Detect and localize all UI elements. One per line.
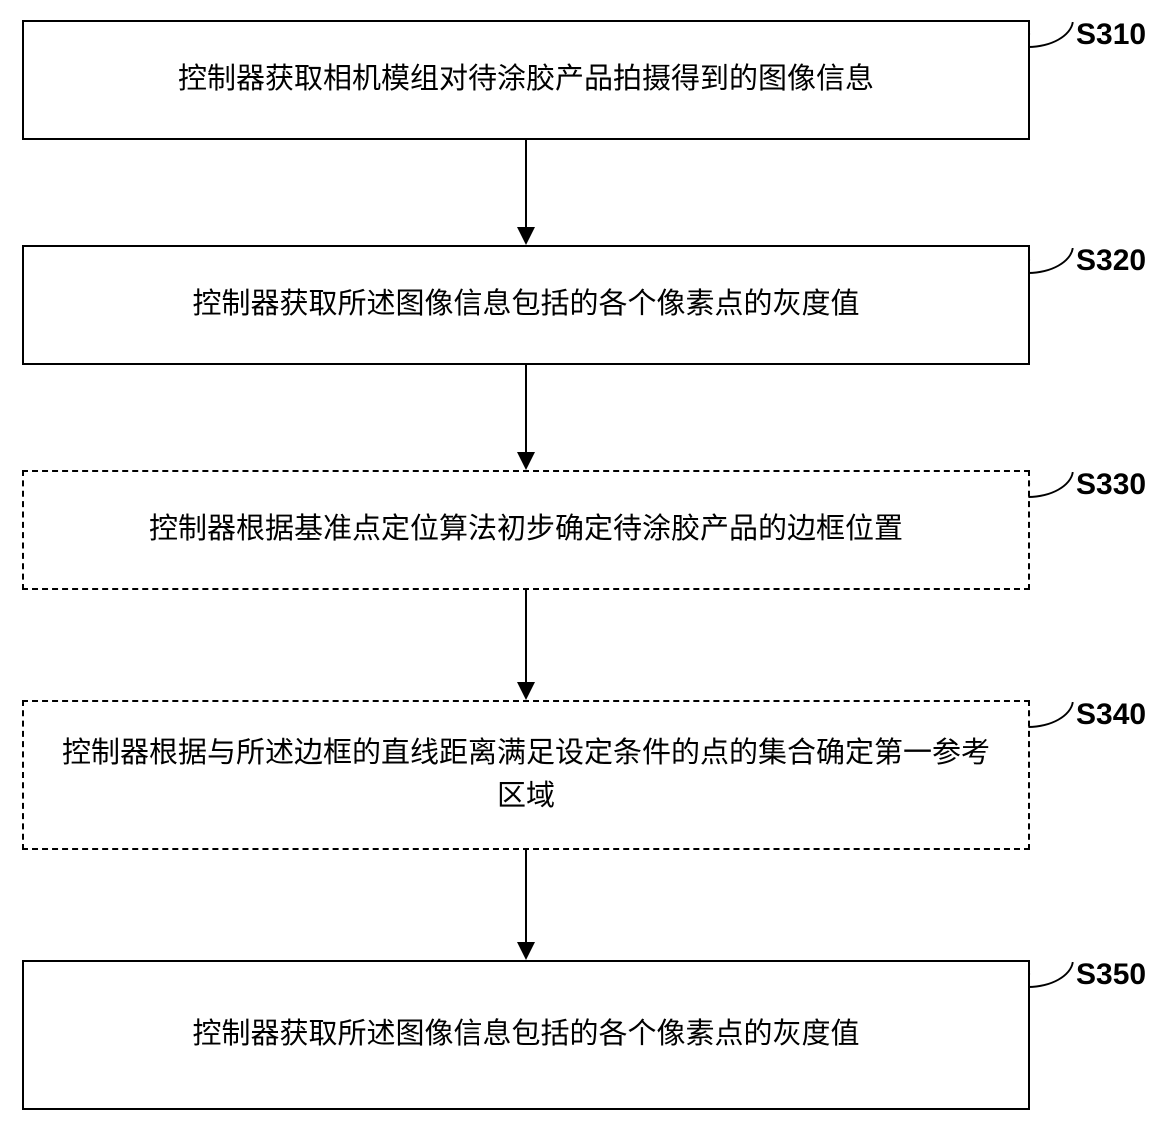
callout-s310 xyxy=(1028,22,1074,48)
callout-s330 xyxy=(1028,472,1074,498)
step-text: 控制器根据基准点定位算法初步确定待涂胶产品的边框位置 xyxy=(149,508,903,552)
callout-s320 xyxy=(1028,248,1074,274)
step-box-s340: 控制器根据与所述边框的直线距离满足设定条件的点的集合确定第一参考区域 xyxy=(22,700,1030,850)
arrow-line-1 xyxy=(525,140,527,227)
step-label-s320: S320 xyxy=(1076,244,1146,278)
arrow-head-2 xyxy=(517,452,535,470)
callout-s350 xyxy=(1028,962,1074,988)
arrow-line-2 xyxy=(525,365,527,452)
step-text: 控制器根据与所述边框的直线距离满足设定条件的点的集合确定第一参考区域 xyxy=(48,732,1004,819)
arrow-head-4 xyxy=(517,942,535,960)
flowchart-canvas: 控制器获取相机模组对待涂胶产品拍摄得到的图像信息 S310 控制器获取所述图像信息包… xyxy=(0,0,1170,1141)
step-box-s310: 控制器获取相机模组对待涂胶产品拍摄得到的图像信息 xyxy=(22,20,1030,140)
step-label-s340: S340 xyxy=(1076,698,1146,732)
step-text: 控制器获取相机模组对待涂胶产品拍摄得到的图像信息 xyxy=(178,58,874,102)
step-text: 控制器获取所述图像信息包括的各个像素点的灰度值 xyxy=(192,283,859,327)
arrow-head-1 xyxy=(517,227,535,245)
arrow-line-4 xyxy=(525,850,527,942)
callout-s340 xyxy=(1028,702,1074,728)
step-label-s330: S330 xyxy=(1076,468,1146,502)
step-box-s320: 控制器获取所述图像信息包括的各个像素点的灰度值 xyxy=(22,245,1030,365)
step-label-s310: S310 xyxy=(1076,18,1146,52)
step-box-s330: 控制器根据基准点定位算法初步确定待涂胶产品的边框位置 xyxy=(22,470,1030,590)
arrow-head-3 xyxy=(517,682,535,700)
step-text: 控制器获取所述图像信息包括的各个像素点的灰度值 xyxy=(192,1013,859,1057)
step-box-s350: 控制器获取所述图像信息包括的各个像素点的灰度值 xyxy=(22,960,1030,1110)
step-label-s350: S350 xyxy=(1076,958,1146,992)
arrow-line-3 xyxy=(525,590,527,682)
